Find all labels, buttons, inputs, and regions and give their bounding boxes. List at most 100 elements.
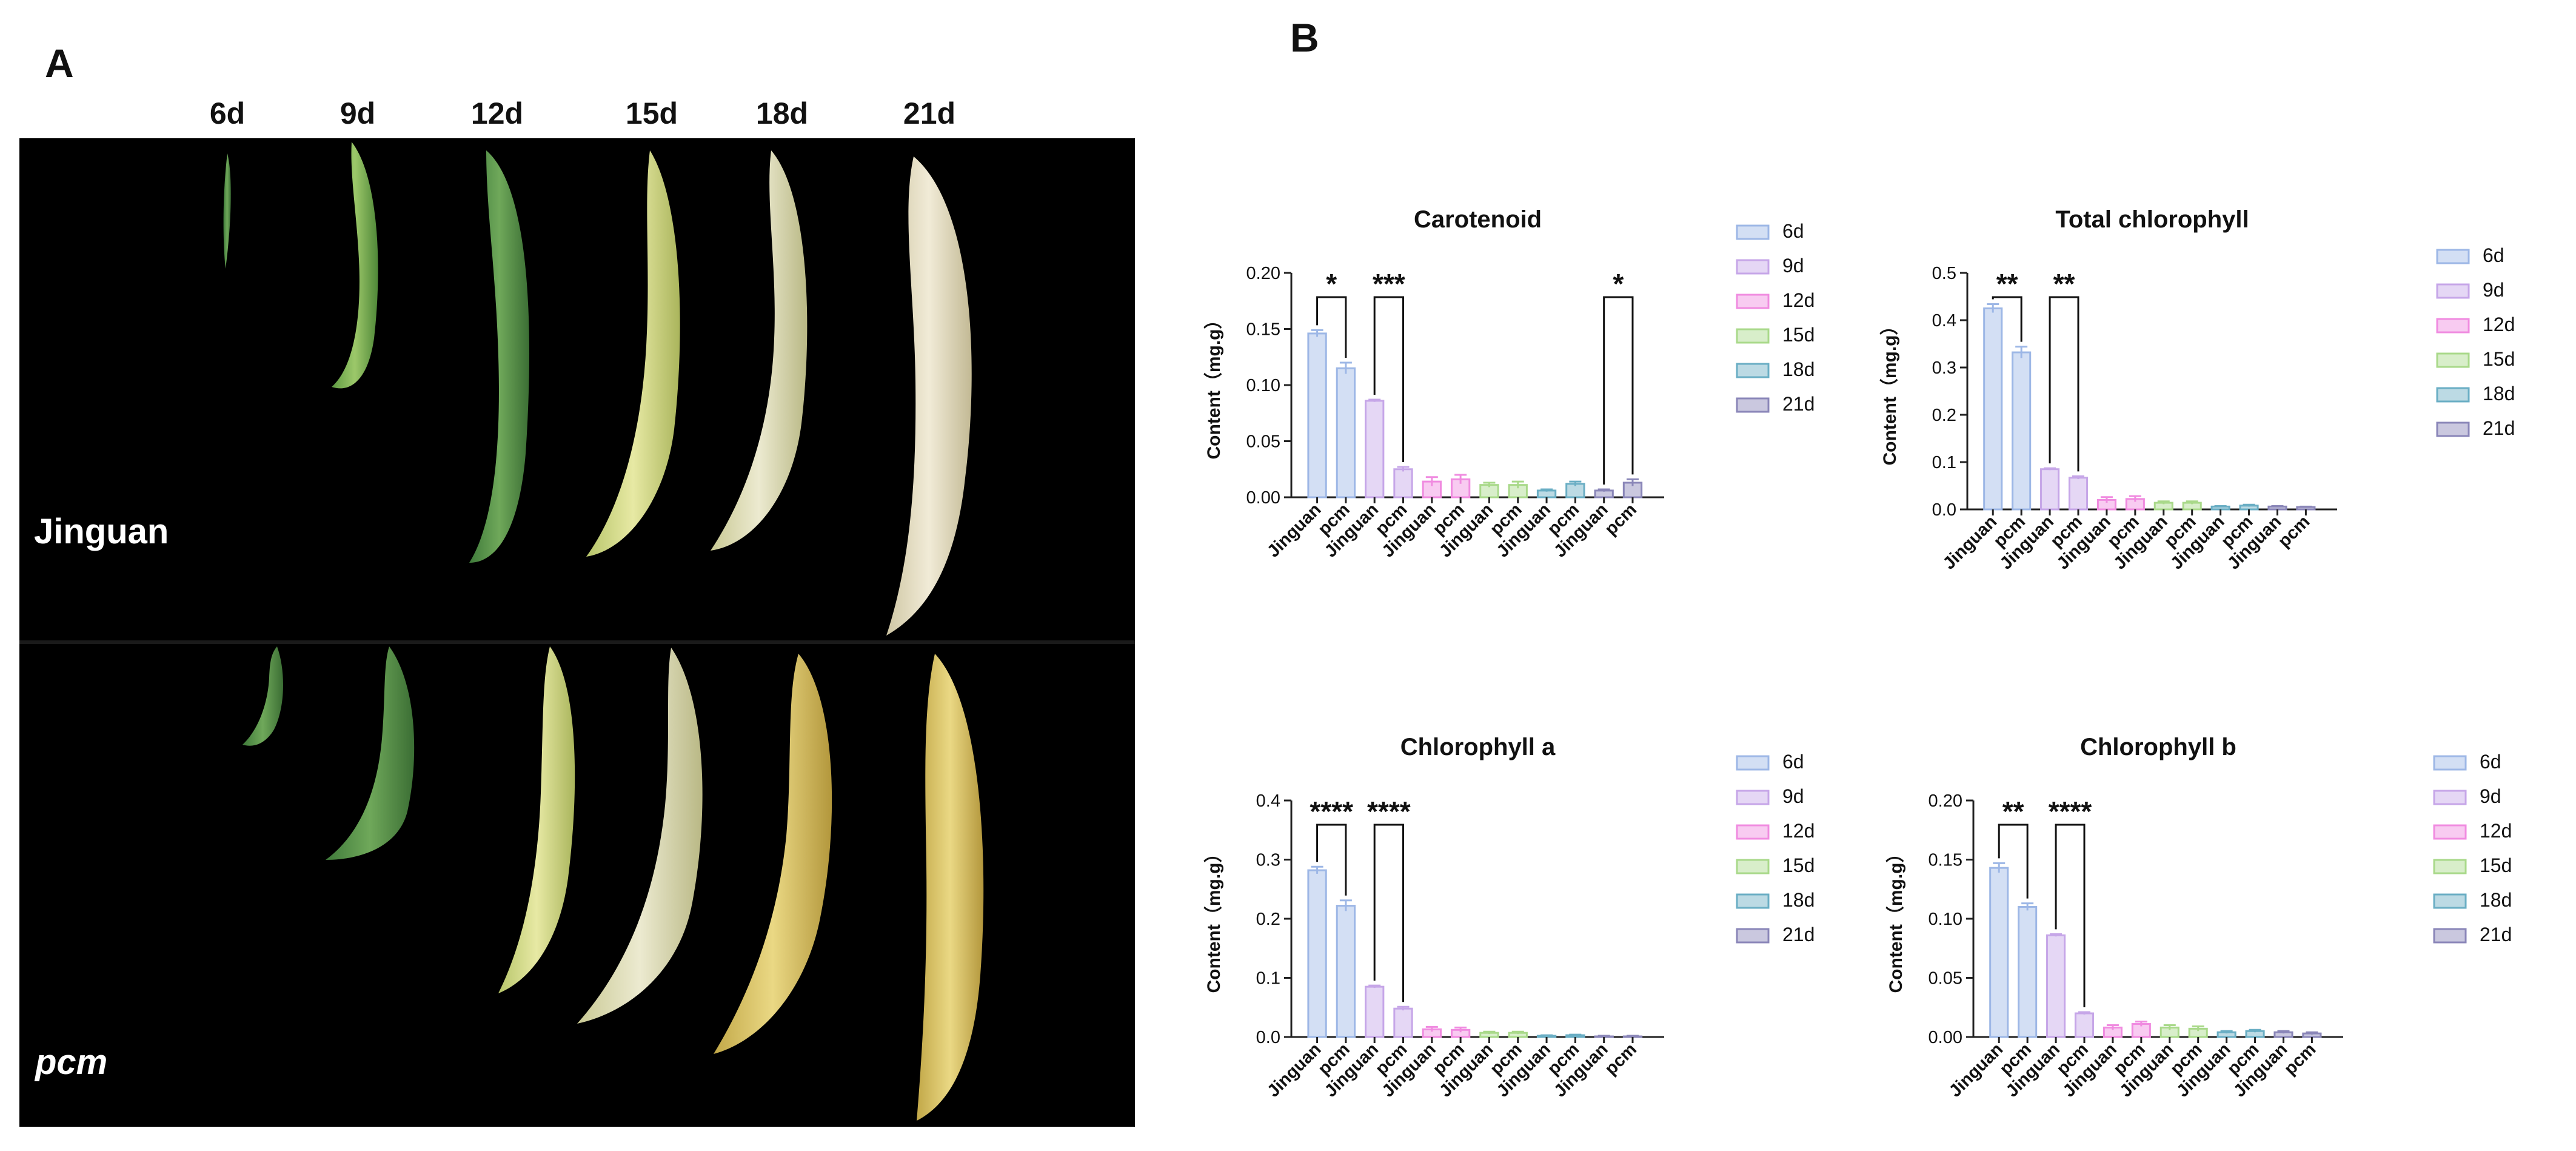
legend-swatch-9d: [2436, 283, 2470, 299]
y-tick-label: 0.1: [1256, 969, 1280, 988]
legend-swatch-18d: [1736, 363, 1770, 378]
legend-swatch-15d: [2433, 859, 2467, 874]
legend-swatch-18d: [2436, 387, 2470, 403]
y-tick-label: 0.10: [1246, 376, 1280, 395]
legend-label-18d: 18d: [2480, 889, 2512, 911]
significance-label: **: [1996, 268, 2018, 300]
legend-swatch-6d: [1736, 755, 1770, 771]
significance-bracket: [1373, 296, 1404, 463]
legend-label-15d: 15d: [2483, 348, 2515, 370]
x-tick-label: pcm: [2275, 512, 2314, 551]
significance-bracket: [1316, 296, 1347, 358]
bar-chlorophyll-b-6d-pcm: [2018, 906, 2038, 1038]
y-axis-label-chlorophyll-b: Content（mg.g）: [1885, 845, 1906, 993]
x-tick-label: pcm: [1601, 500, 1641, 539]
day-label-6d: 6d: [209, 96, 246, 130]
bean-pod-photo: Jinguan pcm: [19, 138, 1135, 1127]
significance-bracket: [1373, 824, 1404, 1002]
legend-swatch-18d: [1736, 893, 1770, 909]
pod-jinguan-21d: [886, 156, 972, 636]
legend-label-6d: 6d: [1782, 220, 1804, 242]
legend-label-15d: 15d: [2480, 854, 2512, 876]
legend-swatch-18d: [2433, 893, 2467, 909]
pod-jinguan-9d: [332, 142, 378, 389]
pod-jinguan-18d: [711, 150, 808, 551]
y-tick-label: 0.15: [1246, 320, 1280, 340]
x-tick-label: Jinguan: [1945, 1039, 2007, 1101]
pod-pcm-6d: [243, 646, 284, 746]
y-tick-label: 0.1: [1932, 453, 1956, 472]
bar-total-chlorophyll-6d-jinguan: [1983, 307, 2003, 511]
legend-label-9d: 9d: [1782, 255, 1804, 277]
day-label-21d: 21d: [903, 96, 956, 130]
significance-label: ***: [1373, 268, 1405, 300]
day-label-12d: 12d: [470, 96, 524, 130]
photo-label-jinguan: Jinguan: [34, 512, 169, 551]
significance-bracket: [1316, 824, 1347, 896]
pod-pcm-9d: [326, 646, 415, 860]
y-tick-label: 0.00: [1929, 1028, 1962, 1047]
pod-jinguan-15d: [586, 150, 680, 557]
day-label-9d: 9d: [340, 96, 376, 130]
legend-swatch-21d: [1736, 928, 1770, 944]
legend-label-18d: 18d: [1782, 889, 1815, 911]
y-tick-label: 0.05: [1246, 432, 1280, 452]
y-tick-label: 0.00: [1246, 488, 1280, 508]
pod-pcm-21d: [917, 654, 984, 1121]
legend-label-18d: 18d: [2483, 383, 2515, 404]
day-label-18d: 18d: [755, 96, 809, 130]
significance-bracket: [1992, 296, 2022, 342]
panel-label-a: A: [45, 41, 74, 86]
legend-swatch-6d: [1736, 224, 1770, 240]
pod-pcm-12d: [498, 646, 575, 993]
bar-chlorophyll-a-9d-jinguan: [1365, 985, 1385, 1038]
pod-pcm-18d: [714, 654, 832, 1054]
legend-label-12d: 12d: [1782, 820, 1815, 842]
y-axis-label-chlorophyll-a: Content（mg.g）: [1203, 845, 1224, 993]
legend-label-15d: 15d: [1782, 324, 1815, 346]
bar-chlorophyll-b-6d-jinguan: [1989, 867, 2009, 1038]
y-tick-label: 0.15: [1929, 851, 1962, 870]
x-tick-label: Jinguan: [1263, 500, 1325, 561]
significance-label: *: [1326, 268, 1337, 300]
legend-swatch-15d: [1736, 859, 1770, 874]
significance-label: ****: [1310, 796, 1353, 827]
y-tick-label: 0.4: [1256, 791, 1280, 811]
chart-title-chlorophyll-b: Chlorophyll b: [2080, 734, 2236, 760]
legend-label-12d: 12d: [1782, 289, 1815, 311]
legend-swatch-9d: [2433, 790, 2467, 805]
bar-chlorophyll-a-9d-pcm: [1393, 1007, 1413, 1038]
day-label-15d: 15d: [625, 96, 678, 130]
legend-label-6d: 6d: [1782, 751, 1804, 773]
legend-label-9d: 9d: [1782, 785, 1804, 807]
y-tick-label: 0.05: [1929, 969, 1962, 988]
chart-chlorophyll-a: Chlorophyll a Content（mg.g） 0.0 0.1 0.2 0.3 0.…: [1203, 682, 1879, 1148]
bar-chlorophyll-b-9d-pcm: [2074, 1012, 2095, 1038]
legend-swatch-15d: [1736, 328, 1770, 344]
significance-label: ****: [2049, 796, 2092, 827]
y-tick-label: 0.20: [1929, 791, 1962, 811]
panel-label-b: B: [1290, 15, 1319, 60]
significance-label: **: [2053, 268, 2075, 300]
y-tick-label: 0.0: [1256, 1028, 1280, 1047]
significance-bracket: [1998, 824, 2029, 899]
bar-carotenoid-9d-jinguan: [1365, 400, 1385, 498]
bar-total-chlorophyll-6d-pcm: [2012, 351, 2032, 511]
bar-chlorophyll-a-6d-pcm: [1336, 905, 1356, 1038]
legend-swatch-21d: [2433, 928, 2467, 944]
legend-label-18d: 18d: [1782, 358, 1815, 380]
bar-carotenoid-6d-pcm: [1336, 367, 1356, 498]
y-tick-label: 0.2: [1256, 910, 1280, 929]
legend-swatch-12d: [1736, 824, 1770, 840]
legend-swatch-15d: [2436, 352, 2470, 368]
y-axis-label-total-chlorophyll: Content（mg.g）: [1879, 317, 1900, 466]
bean-pod-illustration: [19, 142, 1135, 1121]
bar-carotenoid-6d-jinguan: [1307, 332, 1327, 498]
legend-label-12d: 12d: [2480, 820, 2512, 842]
legend-swatch-9d: [1736, 790, 1770, 805]
bar-chlorophyll-b-9d-jinguan: [2046, 934, 2066, 1038]
chart-carotenoid-svg: Carotenoid Content（mg.g） 0.00 0.05 0.10 0.15 0…: [1203, 206, 1815, 562]
legend-label-21d: 21d: [2480, 924, 2512, 945]
y-axis-label-carotenoid: Content（mg.g）: [1203, 311, 1224, 460]
pod-pcm-15d: [577, 648, 703, 1024]
